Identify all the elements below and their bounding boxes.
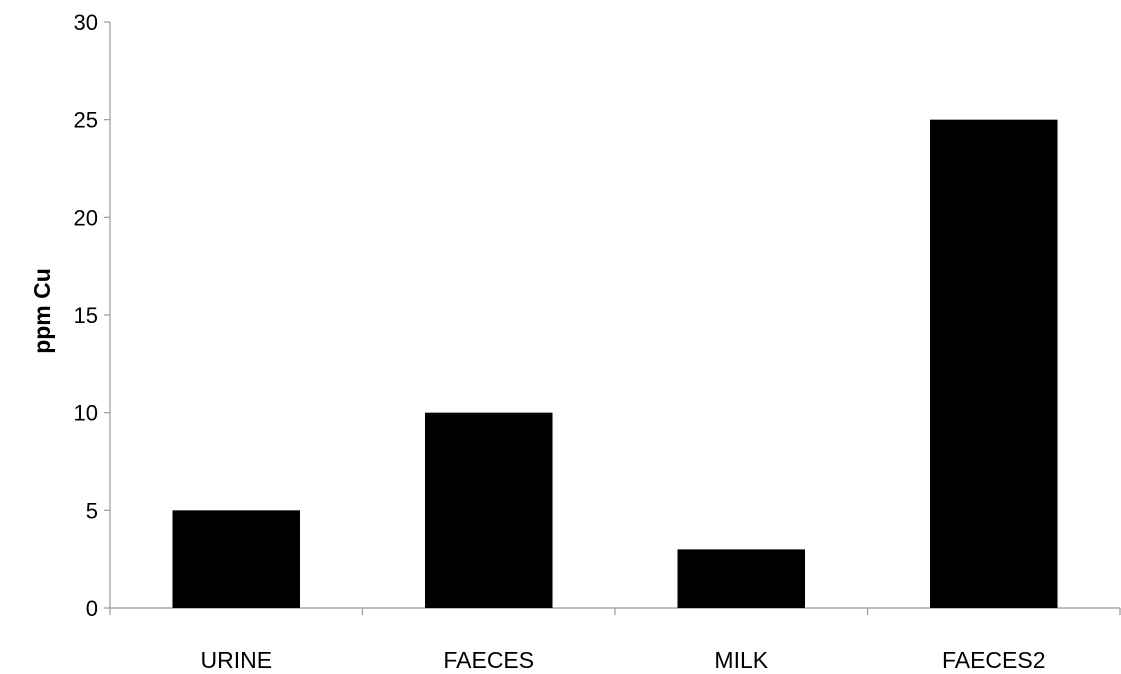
y-axis-title: ppm Cu — [29, 268, 55, 354]
bars — [172, 119, 1058, 609]
x-category-label: MILK — [714, 647, 768, 673]
x-category-label: FAECES — [443, 647, 534, 673]
category-labels: URINE FAECES MILK FAECES2 — [200, 647, 1045, 673]
y-tick-label: 10 — [74, 401, 98, 426]
x-axis — [109, 607, 1121, 615]
y-axis: 0 5 10 15 20 25 30 — [74, 10, 111, 621]
y-ticks: 0 5 10 15 20 25 30 — [74, 10, 110, 621]
y-tick-label: 15 — [74, 303, 98, 328]
y-tick-label: 20 — [74, 205, 98, 230]
bar-faeces — [424, 412, 553, 608]
bar-urine — [172, 510, 301, 608]
y-tick-label: 5 — [86, 498, 98, 523]
x-ticks — [109, 608, 1121, 615]
x-category-label: FAECES2 — [942, 647, 1046, 673]
y-tick-label: 25 — [74, 108, 98, 133]
bar-faeces2 — [929, 119, 1058, 609]
y-tick-label: 30 — [74, 10, 98, 35]
x-category-label: URINE — [200, 647, 272, 673]
y-tick-label: 0 — [86, 596, 98, 621]
bar-milk — [677, 549, 806, 608]
